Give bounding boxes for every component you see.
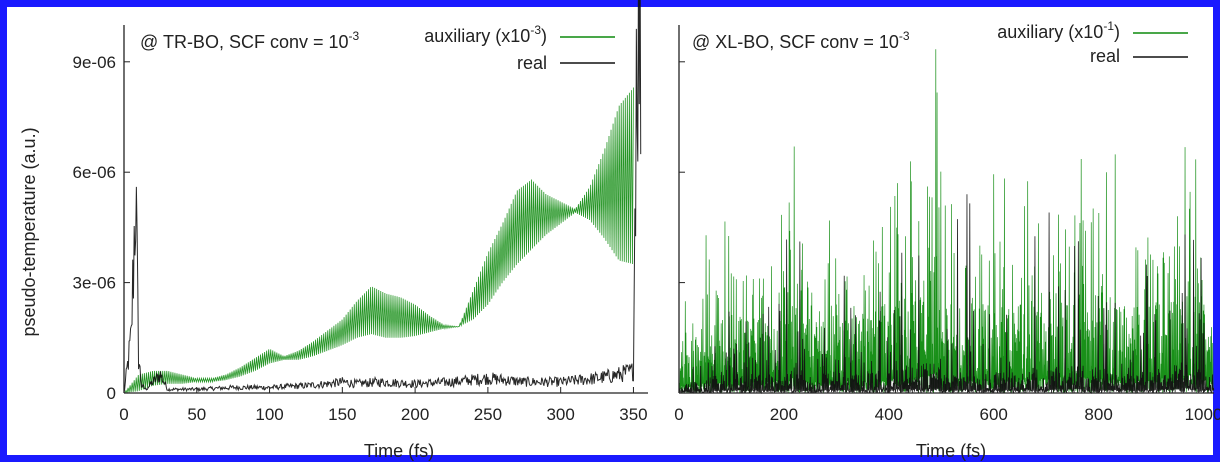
- panel-left-x-tick-label: 50: [187, 405, 206, 424]
- panel-right-x-tick-label: 1000: [1185, 405, 1220, 424]
- left-panel-annotation: @ TR-BO, SCF conv = 10-3: [140, 29, 360, 52]
- panel-left-y-tick-label: 6e-06: [73, 163, 116, 182]
- panel-right-x-tick-label: 200: [770, 405, 798, 424]
- panel-left-x-tick-label: 150: [328, 405, 356, 424]
- panel-right-x-tick-label: 800: [1084, 405, 1112, 424]
- right-plot-layer: [678, 49, 1215, 395]
- panel-left-y-tick-label: 0: [107, 384, 116, 403]
- panel-right-series-real: [678, 194, 1215, 395]
- panel-left-series-auxiliary: [123, 87, 634, 394]
- panel-left-y-tick-label: 3e-06: [73, 274, 116, 293]
- panel-right-x-tick-label: 400: [875, 405, 903, 424]
- panel-left-x-tick-label: 300: [546, 405, 574, 424]
- panel-right-x-tick-label: 0: [674, 405, 683, 424]
- right-panel-annotation: @ XL-BO, SCF conv = 10-3: [692, 29, 910, 52]
- panel-right-series-auxiliary: [678, 49, 1215, 394]
- axes-layer: 0 50 100 150 200 250 300 350 0 3e-06 6e-06 9e-06 0 20…: [73, 25, 1220, 424]
- panel-left-x-tick-label: 250: [474, 405, 502, 424]
- x-axis-title-left: Time (fs): [364, 441, 434, 461]
- panel-right-x-tick-label: 600: [980, 405, 1008, 424]
- panel-left-x-tick-label: 100: [255, 405, 283, 424]
- x-axis-title-right: Time (fs): [916, 441, 986, 461]
- right-legend-auxiliary: auxiliary (x10-1): [997, 19, 1120, 42]
- panel-left-x-tick-label: 350: [619, 405, 647, 424]
- panel-left-x-tick-label: 200: [401, 405, 429, 424]
- left-plot-layer: [123, 0, 642, 394]
- left-legend-auxiliary: auxiliary (x10-3): [424, 23, 547, 46]
- right-legend-real: real: [1090, 46, 1120, 66]
- panel-left-x-tick-label: 0: [119, 405, 128, 424]
- panel-left-series-real: [123, 0, 642, 394]
- panel-left-y-tick-label: 9e-06: [73, 53, 116, 72]
- left-legend-real: real: [517, 53, 547, 73]
- y-axis-title: pseudo-temperature (a.u.): [19, 127, 39, 336]
- labels-layer: pseudo-temperature (a.u.) Time (fs) Time…: [19, 19, 1120, 461]
